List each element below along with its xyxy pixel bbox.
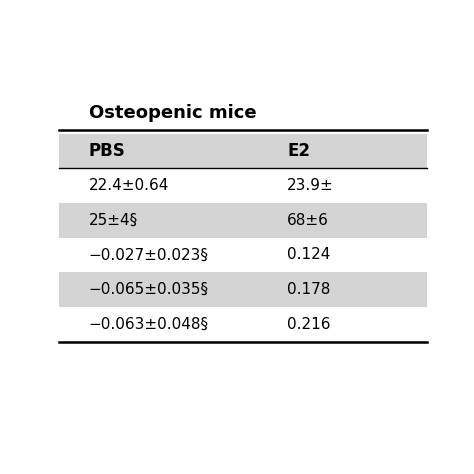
Bar <box>59 237 427 272</box>
Bar <box>59 272 427 307</box>
Bar <box>59 203 427 237</box>
Text: PBS: PBS <box>89 142 126 160</box>
Text: Osteopenic mice: Osteopenic mice <box>89 104 256 122</box>
Bar <box>59 134 427 168</box>
Text: 25±4§: 25±4§ <box>89 213 138 228</box>
Bar <box>59 168 427 203</box>
Text: E2: E2 <box>287 142 310 160</box>
Bar <box>59 307 427 342</box>
Text: −0.065±0.035§: −0.065±0.035§ <box>89 282 209 297</box>
Text: 22.4±0.64: 22.4±0.64 <box>89 178 169 193</box>
Text: 0.178: 0.178 <box>287 282 330 297</box>
Text: 0.124: 0.124 <box>287 247 330 263</box>
Text: 68±6: 68±6 <box>287 213 329 228</box>
Text: 0.216: 0.216 <box>287 317 330 332</box>
Text: −0.027±0.023§: −0.027±0.023§ <box>89 247 209 263</box>
Text: 23.9±: 23.9± <box>287 178 334 193</box>
Text: −0.063±0.048§: −0.063±0.048§ <box>89 317 209 332</box>
